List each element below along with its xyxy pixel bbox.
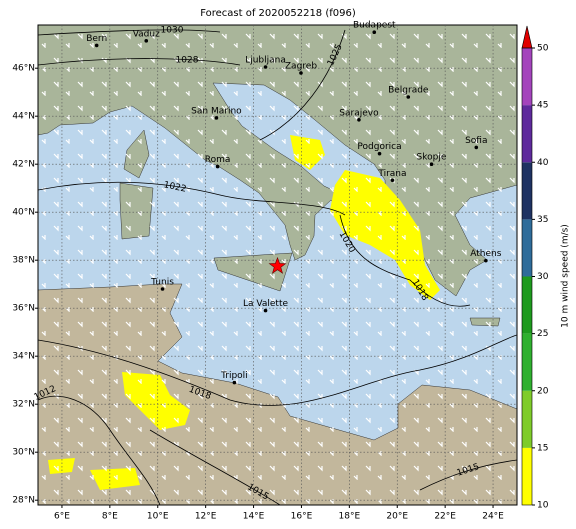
city-label: Zagreb xyxy=(285,62,317,72)
colorbar-label: 10 m wind speed (m/s) xyxy=(561,224,571,328)
chart-title: Forecast of 2020052218 (f096) xyxy=(200,8,356,19)
city-dot xyxy=(429,162,434,166)
y-tick-label: 38°N xyxy=(12,256,35,266)
city-label: San Marino xyxy=(191,106,242,116)
x-tick-label: 22°E xyxy=(434,512,456,522)
x-tick-label: 12°E xyxy=(195,512,217,522)
city-dot xyxy=(406,95,411,99)
x-tick-label: 10°E xyxy=(147,512,169,522)
colorbar-tick-label: 30 xyxy=(537,272,549,282)
y-tick-label: 30°N xyxy=(12,448,35,458)
isobar xyxy=(339,214,471,307)
city-label: Bern xyxy=(86,34,107,44)
city-dot xyxy=(94,43,99,48)
colorbar-tick-label: 40 xyxy=(537,158,549,168)
isobar xyxy=(38,29,221,36)
city-label: Tripoli xyxy=(220,371,248,381)
city-label: La Valette xyxy=(243,299,288,309)
colorbar-tick-label: 35 xyxy=(537,215,548,225)
city-label: Tunis xyxy=(150,278,174,288)
isobar xyxy=(38,396,161,505)
isobar xyxy=(38,58,241,66)
colorbar-segment xyxy=(522,447,532,505)
city-dot xyxy=(232,380,237,385)
x-tick-label: 16°E xyxy=(291,512,313,522)
city-dot xyxy=(214,116,219,120)
y-tick-label: 42°N xyxy=(12,160,35,170)
isobar-label: 1022 xyxy=(163,180,187,195)
colorbar-tick-label: 50 xyxy=(537,44,549,54)
city-label: Podgorica xyxy=(357,142,401,152)
isobar xyxy=(38,334,517,406)
y-tick-label: 36°N xyxy=(12,304,35,314)
city-dot xyxy=(263,65,268,69)
isobar xyxy=(259,29,346,141)
x-tick-label: 6°E xyxy=(54,512,70,522)
y-tick-label: 32°N xyxy=(12,400,35,410)
city-dot xyxy=(377,151,382,156)
map-frame xyxy=(37,24,518,506)
city-label: Sofia xyxy=(465,136,487,146)
colorbar-segment xyxy=(522,105,532,163)
city-label: Sarajevo xyxy=(339,108,379,118)
x-tick-label: 20°E xyxy=(386,512,408,522)
colorbar-tick-label: 25 xyxy=(537,329,548,339)
city-label: Belgrade xyxy=(388,86,429,96)
colorbar-segment xyxy=(522,390,532,448)
colorbar-segment xyxy=(522,219,532,277)
isobar-label: 1030 xyxy=(161,26,184,36)
city-label: Skopje xyxy=(417,153,447,163)
x-tick-label: 24°E xyxy=(482,512,504,522)
colorbar-tick-label: 20 xyxy=(537,386,549,396)
city-label: Vaduz xyxy=(133,29,160,39)
isobar xyxy=(419,459,517,491)
city-dot xyxy=(474,145,479,150)
y-tick-label: 34°N xyxy=(12,352,35,362)
isobar-label: 1028 xyxy=(176,56,199,66)
colorbar-tick-label: 15 xyxy=(537,443,548,453)
city-dot xyxy=(484,258,488,263)
colorbar-segment xyxy=(522,48,532,106)
city-label: Ljubljana xyxy=(245,56,286,66)
y-tick-label: 28°N xyxy=(12,496,35,506)
city-dot xyxy=(263,308,268,313)
y-tick-label: 44°N xyxy=(12,112,35,122)
city-dot xyxy=(390,178,395,183)
x-tick-label: 8°E xyxy=(102,512,118,522)
colorbar-tick-label: 45 xyxy=(537,101,548,111)
city-dot xyxy=(160,287,165,291)
city-label: Athens xyxy=(470,249,501,259)
colorbar-segment xyxy=(522,162,532,220)
city-dot xyxy=(299,71,303,75)
y-tick-label: 46°N xyxy=(12,64,35,74)
city-dot xyxy=(144,39,149,43)
y-tick-label: 40°N xyxy=(12,208,35,218)
colorbar-segment xyxy=(522,276,532,334)
event-marker xyxy=(268,256,287,274)
colorbar-tick-label: 10 xyxy=(537,501,549,511)
x-tick-label: 18°E xyxy=(339,512,361,522)
city-dot xyxy=(357,118,361,122)
colorbar-segment xyxy=(522,333,532,391)
isobar xyxy=(38,181,346,216)
isobar xyxy=(149,429,281,505)
city-label: Budapest xyxy=(353,21,396,31)
colorbar-extend xyxy=(521,25,533,49)
city-dot xyxy=(215,164,220,169)
city-dot xyxy=(372,30,377,34)
city-label: Roma xyxy=(205,155,231,165)
city-label: Tirana xyxy=(377,169,406,179)
x-tick-label: 14°E xyxy=(243,512,265,522)
